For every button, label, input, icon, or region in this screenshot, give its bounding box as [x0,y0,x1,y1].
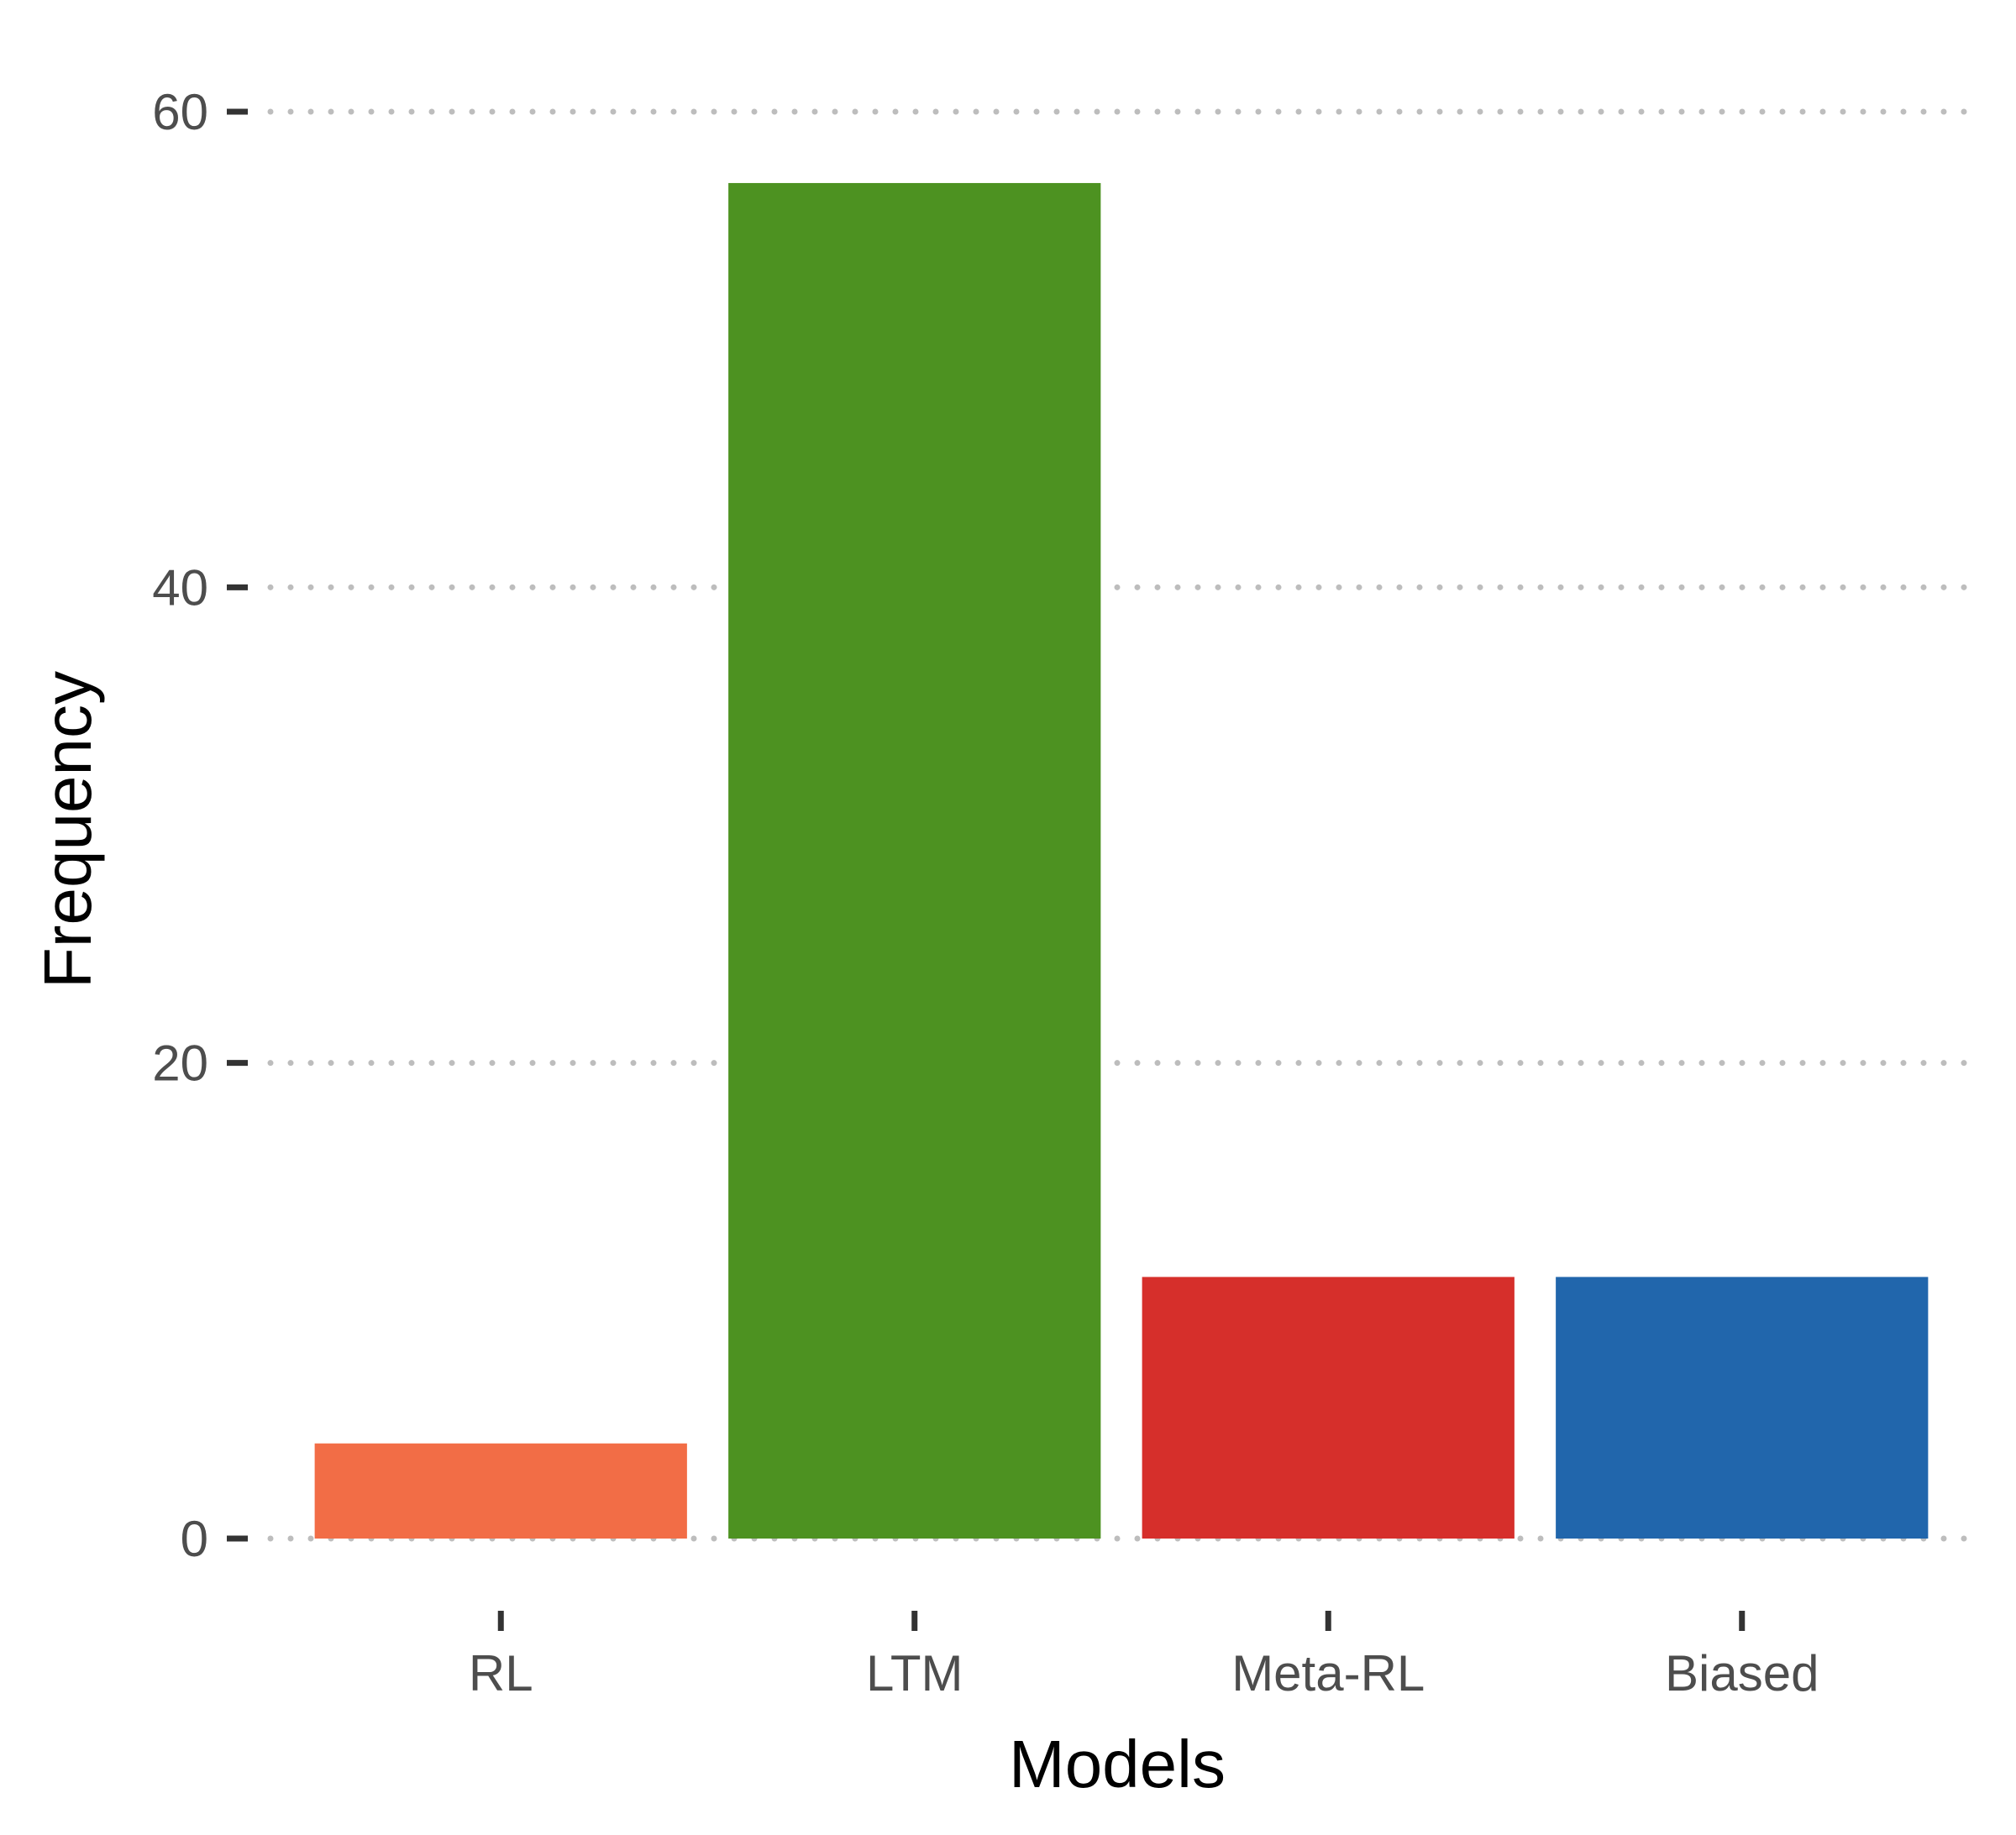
y-tick-label-0: 0 [181,1511,208,1567]
x-tick-label-meta-rl: Meta-RL [1231,1645,1425,1701]
x-tick-label-ltm: LTM [866,1645,963,1701]
y-axis-title: Frequency [30,671,105,988]
x-axis-title: Models [1009,1727,1226,1801]
y-tick-label-40: 40 [152,559,208,616]
bar-rl [314,1443,687,1539]
y-axis: 0 20 40 60 [152,84,248,1567]
x-tick-label-biased: Biased [1665,1645,1819,1701]
bars [314,182,1929,1539]
bar-ltm [728,182,1101,1539]
bar-meta-rl [1142,1277,1515,1539]
y-tick-label-20: 20 [152,1035,208,1092]
x-tick-label-rl: RL [469,1645,533,1701]
x-axis: RL LTM Meta-RL Biased [469,1611,1819,1701]
y-tick-label-60: 60 [152,84,208,140]
bar-biased [1556,1277,1929,1539]
